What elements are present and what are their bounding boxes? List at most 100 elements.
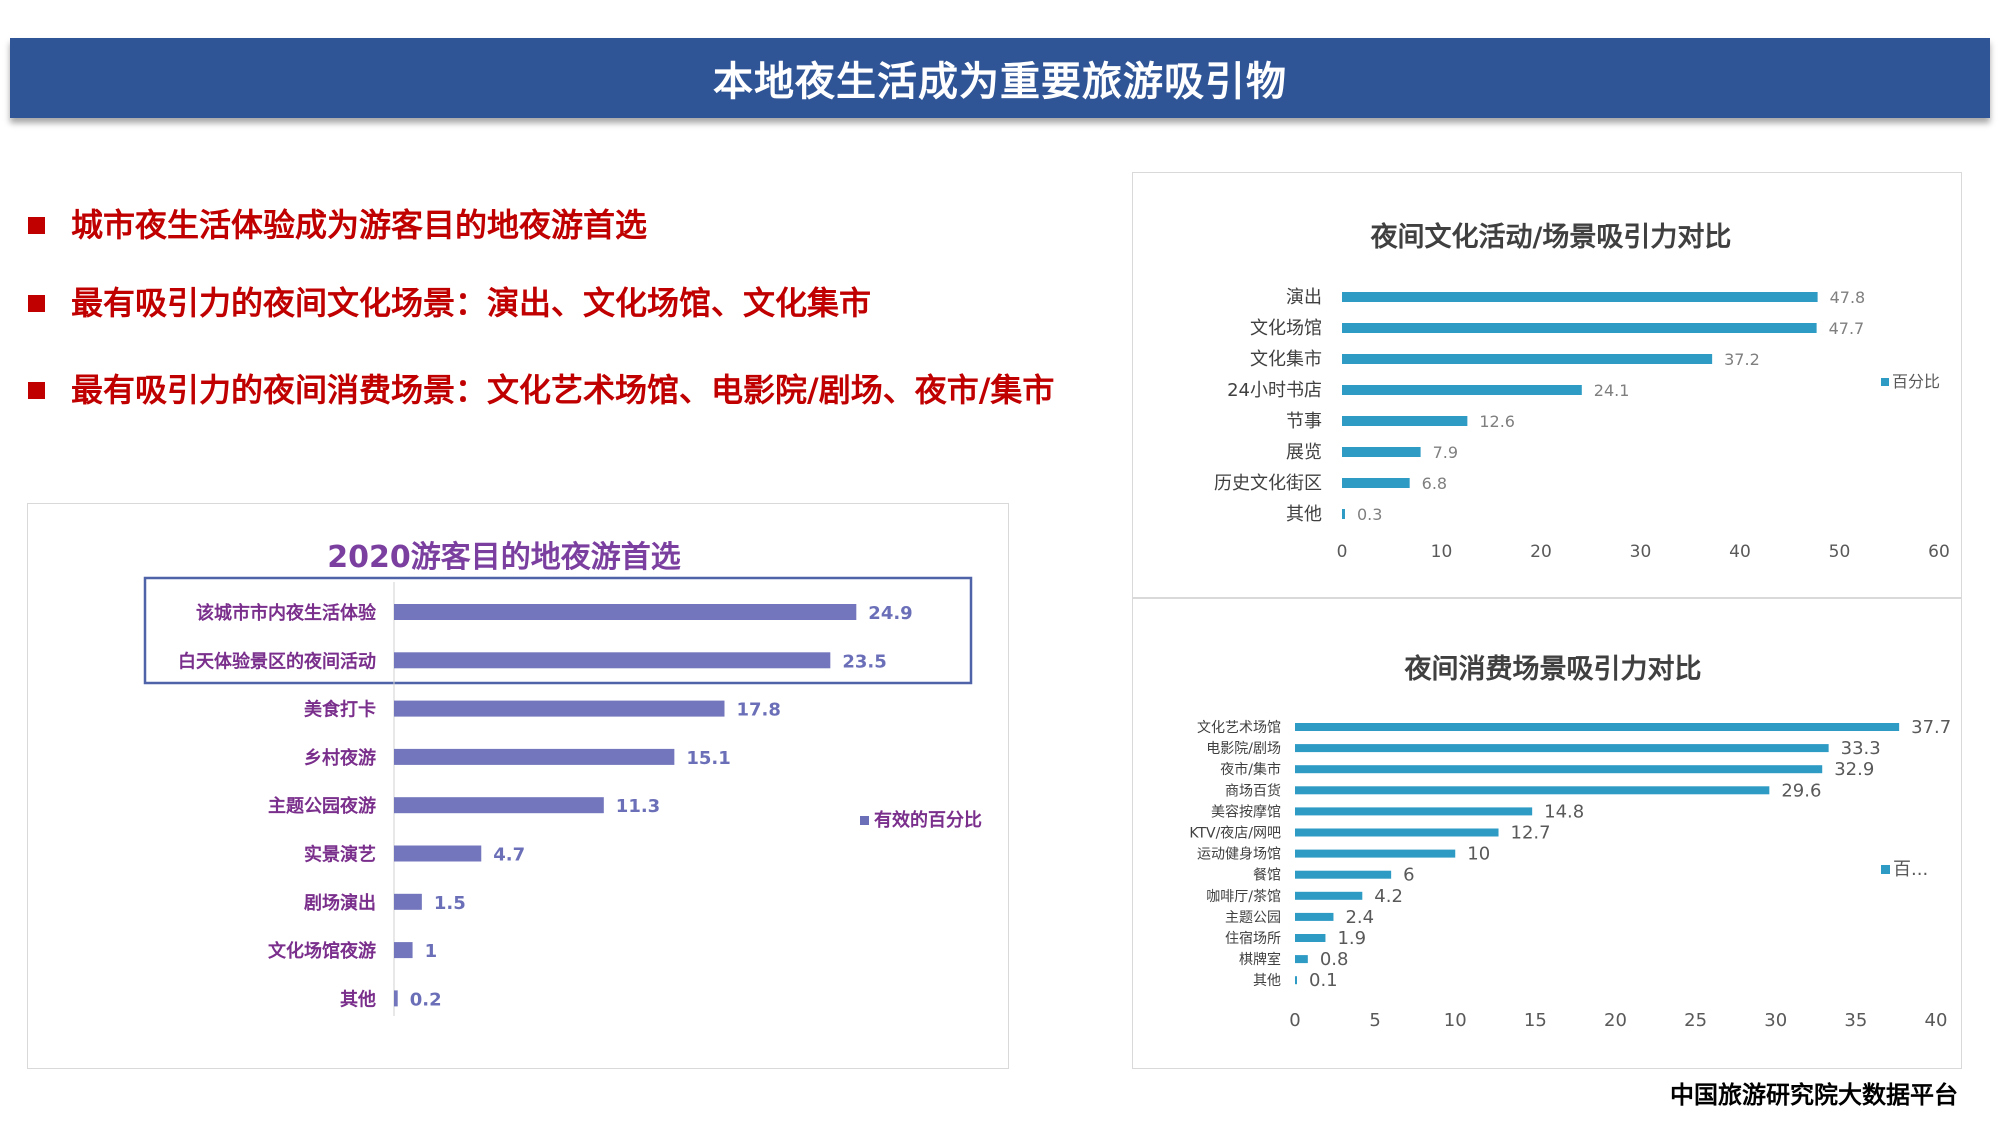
- chart-title: 夜间文化活动/场景吸引力对比: [1370, 221, 1732, 253]
- legend-label: 百分比: [1892, 372, 1940, 391]
- bar: [1342, 416, 1468, 426]
- legend-swatch: [1881, 378, 1889, 386]
- bar: [1295, 849, 1456, 858]
- legend-swatch: [1881, 865, 1890, 874]
- tick-label: 餐馆: [1253, 868, 1281, 884]
- x-tick-label: 10: [1431, 542, 1453, 562]
- bar: [1342, 447, 1421, 457]
- bullet-text: 最有吸引力的夜间消费场景：文化艺术场馆、电影院/剧场、夜市/集市: [71, 371, 1055, 409]
- data-label: 10: [1467, 844, 1490, 865]
- data-label: 37.2: [1724, 350, 1760, 369]
- bar: [1295, 870, 1392, 879]
- data-label: 1.5: [434, 893, 466, 914]
- bar: [1295, 934, 1326, 942]
- bar: [394, 990, 398, 1007]
- data-label: 12.7: [1511, 823, 1551, 844]
- bar: [1295, 744, 1829, 753]
- x-tick-label: 50: [1829, 542, 1851, 562]
- x-tick-label: 30: [1764, 1010, 1787, 1031]
- bullet-text: 最有吸引力的夜间文化场景：演出、文化场馆、文化集市: [71, 284, 872, 322]
- tick-label: 运动健身场馆: [1197, 847, 1281, 863]
- x-tick-label: 40: [1925, 1010, 1948, 1031]
- legend-label: 百...: [1893, 859, 1928, 880]
- data-label: 1.9: [1337, 928, 1366, 949]
- chart-panel-right-bottom: 夜间消费场景吸引力对比 文化艺术场馆 37.7 电影院/剧场 33.3 夜市/集市 32.9…: [1132, 598, 1962, 1069]
- bar: [1342, 323, 1817, 333]
- bullet-item: 城市夜生活体验成为游客目的地夜游首选: [28, 200, 1101, 250]
- chart-panel-right-top: 夜间文化活动/场景吸引力对比演出 47.8 文化场馆 47.7 文化集市 37.2 24小时…: [1132, 172, 1962, 598]
- tick-label: 展览: [1286, 442, 1322, 463]
- bar: [394, 700, 725, 717]
- bullet-square-icon: [28, 295, 45, 312]
- x-tick-label: 0: [1289, 1010, 1300, 1031]
- tick-label: 其他: [1253, 973, 1281, 989]
- data-label: 0.2: [410, 989, 442, 1010]
- bar: [394, 748, 675, 765]
- x-tick-label: 60: [1928, 542, 1950, 562]
- tick-label: 剧场演出: [304, 892, 376, 914]
- data-label: 47.8: [1830, 288, 1866, 307]
- data-label: 12.6: [1479, 412, 1515, 431]
- chart-panel-left: 2020游客目的地夜游首选 该城市市内夜生活体验 24.9 白天体验景区的夜间活动 23…: [27, 503, 1009, 1069]
- tick-label: 文化场馆: [1250, 318, 1322, 339]
- bar: [1295, 912, 1334, 921]
- bullet-item: 最有吸引力的夜间文化场景：演出、文化场馆、文化集市: [28, 278, 1101, 328]
- data-label: 15.1: [686, 748, 730, 769]
- tick-label: 夜市/集市: [1220, 761, 1281, 778]
- bar: [394, 797, 604, 814]
- chart-title: 夜间消费场景吸引力对比: [1404, 653, 1702, 685]
- tick-label: 演出: [1286, 287, 1322, 308]
- bullet-square-icon: [28, 217, 45, 234]
- data-label: 24.1: [1594, 381, 1630, 400]
- x-tick-label: 5: [1369, 1010, 1380, 1031]
- tick-label: 其他: [1286, 504, 1322, 525]
- bar: [1295, 807, 1533, 816]
- highlight-box: [143, 576, 973, 685]
- data-label: 2.4: [1345, 907, 1374, 928]
- data-label: 32.9: [1834, 759, 1874, 780]
- tick-label: 节事: [1286, 411, 1322, 432]
- data-label: 33.3: [1841, 738, 1881, 759]
- chart-title: 2020游客目的地夜游首选: [327, 540, 681, 575]
- tick-label: 白天体验景区的夜间活动: [178, 650, 376, 672]
- tick-label: KTV/夜店/网吧: [1189, 826, 1281, 842]
- tick-label: 住宿场所: [1225, 930, 1281, 947]
- bar: [1295, 786, 1770, 795]
- source-label: 中国旅游研究院大数据平台: [1670, 1081, 1958, 1109]
- bullet-item: 最有吸引力的夜间消费场景：文化艺术场馆、电影院/剧场、夜市/集市: [28, 352, 1101, 428]
- tick-label: 文化集市: [1250, 349, 1322, 370]
- data-label: 6: [1403, 865, 1414, 886]
- x-tick-label: 20: [1530, 542, 1552, 562]
- data-label: 47.7: [1829, 319, 1865, 338]
- bar: [1342, 478, 1410, 488]
- tick-label: 24小时书店: [1227, 380, 1322, 401]
- bar: [394, 845, 482, 862]
- legend-label: 有效的百分比: [874, 809, 982, 831]
- tick-label: 美容按摩馆: [1211, 803, 1281, 820]
- bar: [1295, 955, 1308, 964]
- data-label: 0.1: [1309, 970, 1338, 991]
- tick-label: 主题公园: [1225, 910, 1281, 926]
- tick-label: 咖啡厅/茶馆: [1206, 889, 1281, 905]
- bar: [394, 942, 413, 959]
- page-title: 本地夜生活成为重要旅游吸引物: [713, 59, 1287, 105]
- data-label: 24.9: [868, 603, 912, 624]
- tick-label: 文化艺术场馆: [1197, 720, 1281, 736]
- data-label: 14.8: [1544, 801, 1584, 822]
- bullet-square-icon: [28, 382, 45, 399]
- tick-label: 文化场馆夜游: [268, 940, 376, 962]
- data-label: 11.3: [616, 796, 660, 817]
- tick-label: 美食打卡: [304, 699, 376, 721]
- data-label: 4.2: [1374, 886, 1403, 907]
- tick-label: 实景演艺: [304, 844, 376, 866]
- data-label: 1: [425, 941, 438, 962]
- bar: [1342, 354, 1713, 364]
- bar: [394, 893, 422, 910]
- bar: [1295, 765, 1823, 774]
- x-tick-label: 40: [1729, 542, 1751, 562]
- x-tick-label: 0: [1337, 542, 1348, 562]
- x-tick-label: 35: [1844, 1010, 1867, 1031]
- tick-label: 棋牌室: [1239, 951, 1281, 968]
